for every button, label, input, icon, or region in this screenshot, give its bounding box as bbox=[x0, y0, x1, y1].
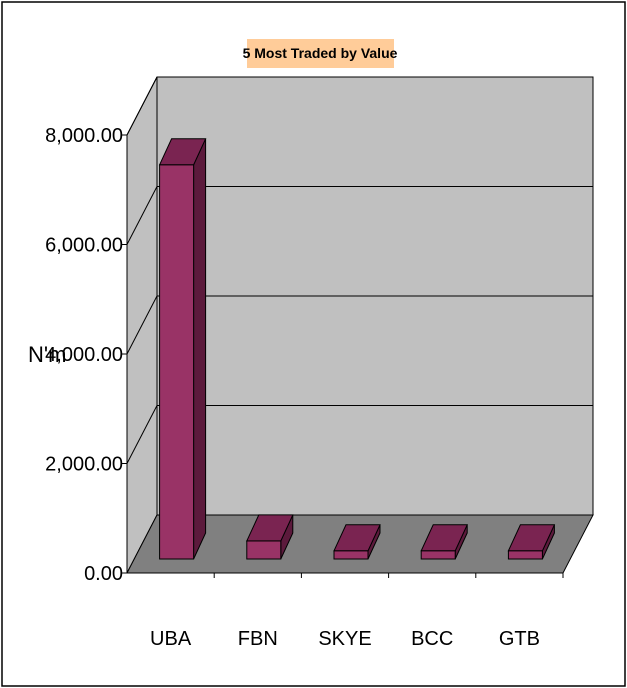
y-tick-label: 6,000.00 bbox=[45, 235, 123, 257]
bar-gtb bbox=[507, 524, 556, 560]
gridlines bbox=[126, 76, 593, 464]
bar-uba bbox=[158, 138, 207, 560]
gridline-side bbox=[126, 405, 158, 464]
y-tick-label: 0.00 bbox=[84, 563, 123, 585]
bar-front bbox=[159, 164, 195, 560]
bar-side bbox=[193, 138, 207, 560]
bar-top bbox=[158, 138, 207, 166]
bar-front bbox=[507, 550, 543, 560]
gridline-side bbox=[126, 76, 158, 136]
x-tick-label: SKYE bbox=[318, 628, 371, 650]
y-axis: 0.00 2,000.00 4,000.00 6,000.00 8,000.00 bbox=[45, 125, 128, 585]
y-axis-title: N'm bbox=[28, 342, 66, 367]
x-tick-label: GTB bbox=[499, 628, 540, 650]
x-axis: UBA FBN SKYE BCC GTB bbox=[127, 572, 564, 650]
bar-front bbox=[333, 550, 369, 560]
bar-top bbox=[507, 524, 556, 552]
x-tick-label: BCC bbox=[411, 628, 453, 650]
x-tick-label: UBA bbox=[150, 628, 192, 650]
chart-title-box: 5 Most Traded by Value bbox=[243, 39, 398, 68]
bars bbox=[158, 138, 556, 560]
bar-front bbox=[420, 550, 456, 560]
bar-front bbox=[246, 540, 282, 560]
y-tick-label: 8,000.00 bbox=[45, 125, 123, 147]
bar-top bbox=[333, 524, 381, 552]
chart-title: 5 Most Traded by Value bbox=[243, 45, 398, 61]
y-tick-label: 2,000.00 bbox=[45, 454, 123, 476]
gridline-side bbox=[126, 186, 158, 245]
x-tick-label: FBN bbox=[238, 628, 278, 650]
bar-top bbox=[420, 524, 468, 552]
y-tick-label: 4,000.00 bbox=[45, 344, 123, 366]
bar-fbn bbox=[246, 514, 294, 560]
title-background bbox=[247, 39, 394, 68]
bar-bcc bbox=[420, 524, 468, 560]
bar-top bbox=[246, 514, 294, 542]
gridline-side bbox=[126, 295, 158, 355]
bar-skye bbox=[333, 524, 381, 560]
